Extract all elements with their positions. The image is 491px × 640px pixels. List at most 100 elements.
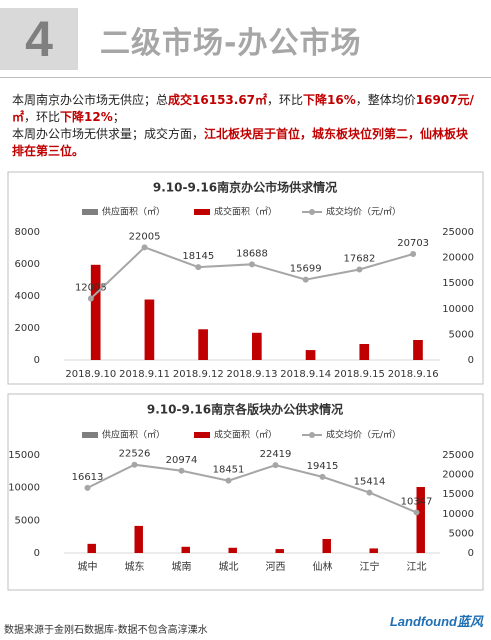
legend-label: 成交面积（㎡） [214,429,277,441]
y2-tick-label: 15000 [442,278,474,289]
data-label: 22419 [260,449,292,460]
data-label: 19415 [307,461,339,472]
point [319,473,326,480]
y-tick-label: 5000 [15,515,40,526]
point [356,266,363,273]
x-tick-label: 2018.9.12 [173,369,224,380]
bar [359,344,370,360]
y-tick-label: 0 [34,548,40,559]
data-label: 12005 [75,283,107,294]
paragraph: 本周南京办公市场无供应；总成交16153.67㎡，环比下降16%，整体均价169… [12,92,480,126]
y-tick-label: 2000 [15,323,40,334]
bar [144,299,155,360]
text: ，环比 [267,93,304,107]
point [225,477,232,484]
data-label: 22526 [119,449,151,460]
x-tick-label: 城东 [125,560,145,573]
charts: 9.10-9.16南京办公市场供求情况 0 2000 4000 6000 8000 0 500… [7,171,484,591]
x-tick-label: 河西 [266,561,286,573]
bar [413,340,423,360]
legend-label: 供应面积（㎡） [102,206,165,218]
x-tick-label: 2018.9.10 [65,369,116,380]
paragraph: 本周办公市场无供求量；成交方面，江北板块居于首位，城东板块位列第二，仙林板块排在… [12,126,480,160]
y2-tick-label: 5000 [449,329,474,340]
line [87,463,417,514]
x-tick-label: 2018.9.13 [227,369,278,380]
point [249,261,255,268]
legend-label: 供应面积（㎡） [102,429,165,441]
source-note: 数据来源于金刚石数据库-数据不包含高淳溧水 [4,625,208,636]
highlight-text: 成交16153.67㎡ [168,93,268,107]
x-tick-label: 城中 [78,560,98,573]
data-label: 18451 [213,465,245,476]
y-tick-label: 4000 [15,291,40,302]
bar [134,525,143,553]
y2-tick-label: 25000 [442,450,474,461]
bar [228,547,237,553]
text: ； [112,110,125,124]
data-label: 20703 [397,238,429,249]
logo: Landfound蓝风 [389,614,483,629]
data-label: 15414 [354,477,386,488]
highlight-text: 下降16% [303,93,356,107]
data-label: 17682 [344,253,376,264]
highlight-text: 江北板块居于首位，城东板块位列第二，仙林板块排在第三位。 [12,127,469,158]
x-tick-label: 仙林 [313,560,333,573]
point [178,467,185,474]
data-label: 18145 [182,251,214,262]
bar [322,538,331,553]
data-label: 16613 [72,472,104,483]
y2-tick-label: 20000 [442,470,474,481]
y2-tick-label: 15000 [442,489,474,500]
point [302,276,309,283]
point [141,244,148,251]
legend-label: 成交面积（㎡） [214,206,277,218]
legend-swatch [194,209,210,215]
data-label: 22005 [129,231,161,242]
bar [275,549,284,553]
section-title: 二级市场-办公市场 [100,26,362,61]
chart-title: 9.10-9.16南京办公市场供求情况 [153,180,337,195]
data-label: 20974 [166,455,198,466]
bar [198,329,208,360]
x-tick-label: 城南 [172,560,192,573]
legend-label: 成交均价（元/㎡） [326,206,401,218]
y-tick-label: 8000 [15,227,40,238]
point [413,509,420,516]
point [131,461,138,468]
x-tick-label: 2018.9.11 [119,369,170,380]
summary: 本周南京办公市场无供应；总成交16153.67㎡，环比下降16%，整体均价169… [12,92,480,160]
bar [181,546,190,553]
chart-frame [7,393,484,591]
text: ，整体均价 [355,93,416,107]
bar [90,264,101,360]
legend-swatch [309,432,315,438]
legend-swatch [82,209,98,215]
y2-tick-label: 10000 [442,304,474,315]
point [87,295,94,302]
x-tick-label: 江宁 [360,560,380,573]
legend-swatch [82,432,98,438]
y-tick-label: 15000 [8,450,40,461]
x-tick-label: 城北 [219,561,239,573]
point [410,251,417,258]
bar [416,487,425,553]
legend-swatch [194,432,210,438]
highlight-text: 下降12% [60,110,113,124]
x-tick-label: 2018.9.16 [388,369,439,380]
legend-label: 成交均价（元/㎡） [326,429,401,441]
bar [369,548,378,553]
y2-tick-label: 0 [468,355,474,366]
data-label: 10347 [401,496,433,507]
point [84,484,91,491]
point [366,489,373,496]
x-tick-label: 2018.9.14 [280,369,331,380]
chart-title: 9.10-9.16南京各版块办公供求情况 [147,402,343,417]
bar [305,350,316,360]
y2-tick-label: 0 [468,548,474,559]
text: 本周办公市场无供求量；成交方面， [12,127,205,141]
divider [0,77,491,78]
y-tick-label: 6000 [15,259,40,270]
x-tick-label: 2018.9.15 [334,369,385,380]
